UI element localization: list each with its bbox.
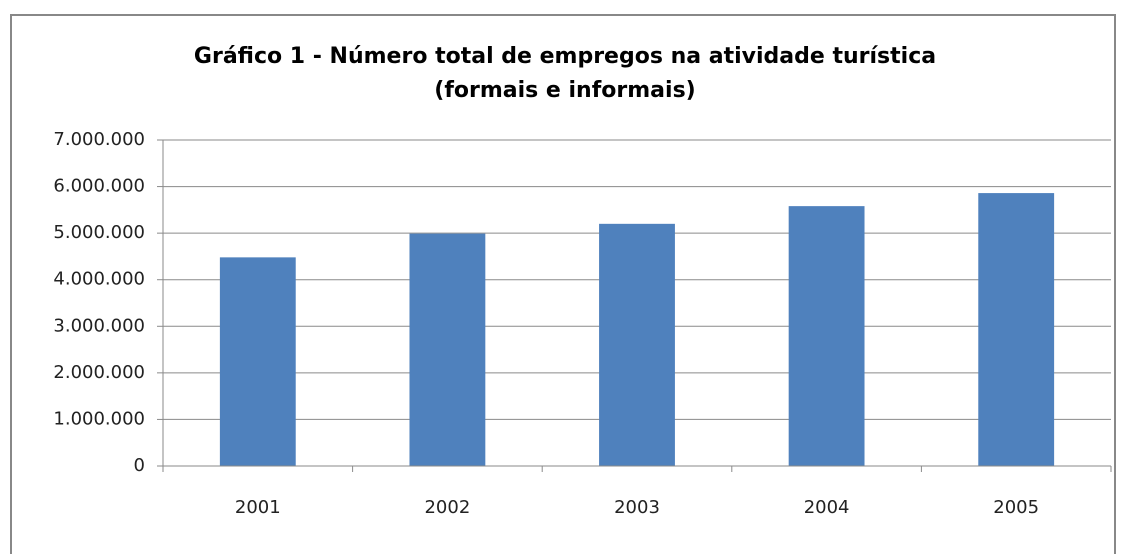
x-tick-label: 2003 [614,497,660,518]
x-tick-label: 2005 [993,497,1039,518]
bar [219,257,296,466]
y-tick-label: 6.000.000 [53,176,145,197]
bar [409,233,486,466]
y-tick-label: 3.000.000 [53,315,145,336]
bar [599,223,675,466]
chart-title: Gráfico 1 - Número total de empregos na … [193,44,937,103]
chart: 0 1.000.000 2.000.000 3.000.000 4.000.000 5.0… [53,129,1112,518]
x-tick-label: 2001 [235,497,281,518]
y-tick-label: 2.000.000 [53,362,145,383]
y-tick-label: 5.000.000 [53,222,145,243]
y-tick-label: 4.000.000 [53,269,145,290]
y-tick-label: 0 [134,455,145,476]
x-tick-label: 2004 [804,497,850,518]
y-tick-label: 1.000.000 [53,408,145,429]
y-tick-label: 7.000.000 [53,129,145,150]
page: Gráfico 1 - Número total de empregos na … [10,14,1116,554]
bar [978,193,1055,466]
bar [788,206,865,467]
chart-frame [10,14,1116,554]
x-tick-label: 2002 [424,497,470,518]
